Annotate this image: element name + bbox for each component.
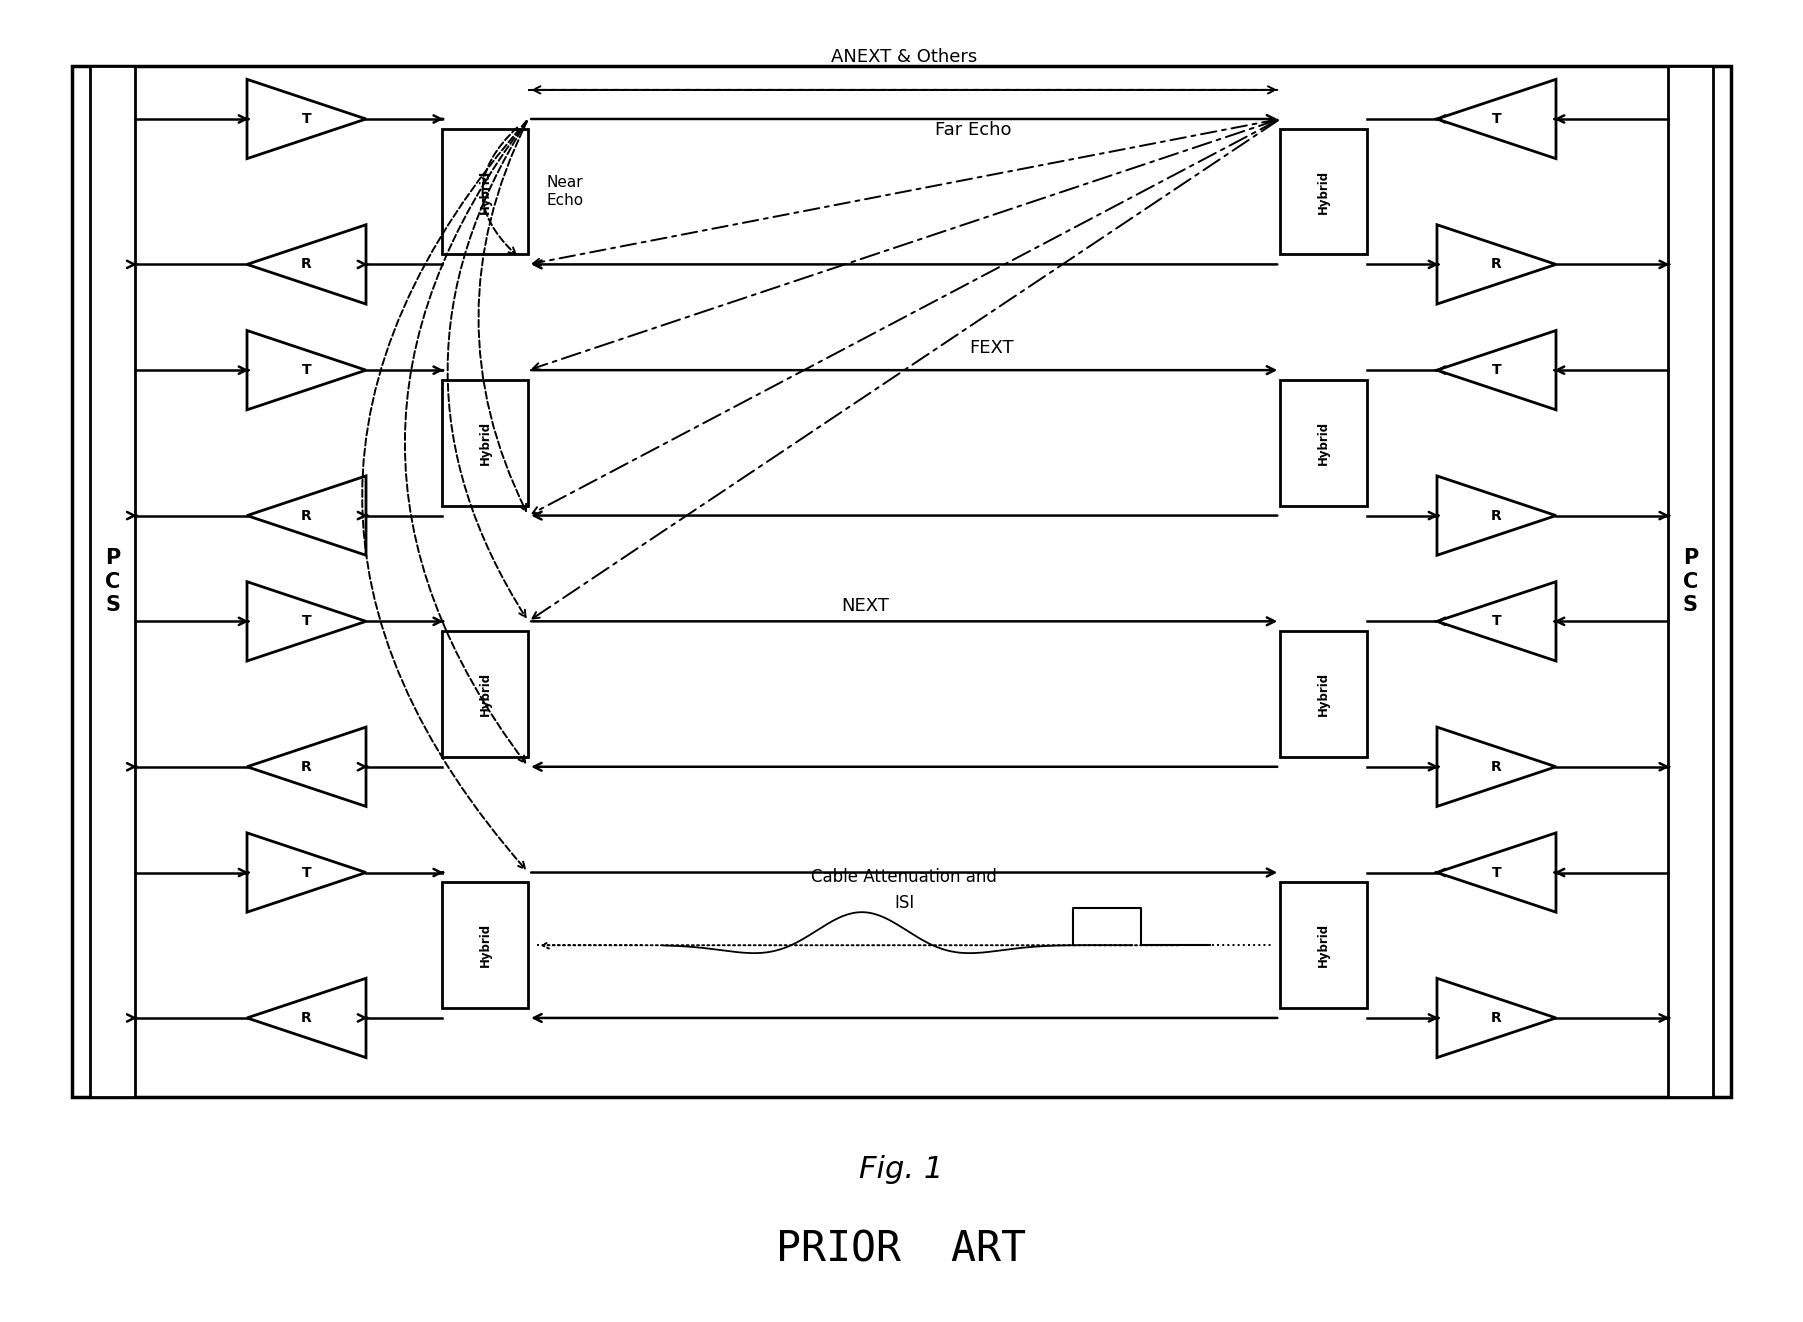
- Text: Hybrid: Hybrid: [1316, 169, 1331, 214]
- Text: Hybrid: Hybrid: [478, 923, 492, 968]
- Bar: [442, 632, 528, 756]
- Polygon shape: [247, 727, 366, 806]
- Polygon shape: [247, 582, 366, 661]
- Text: R: R: [301, 509, 312, 522]
- Polygon shape: [247, 330, 366, 410]
- Text: R: R: [301, 760, 312, 773]
- Text: T: T: [1491, 364, 1502, 377]
- Text: R: R: [301, 1011, 312, 1025]
- Polygon shape: [247, 978, 366, 1058]
- Bar: [1280, 128, 1367, 254]
- Polygon shape: [1437, 79, 1556, 159]
- Bar: [1668, 66, 1713, 1097]
- Text: Hybrid: Hybrid: [1316, 672, 1331, 717]
- Text: T: T: [301, 866, 312, 879]
- Bar: [90, 66, 135, 1097]
- Polygon shape: [1437, 978, 1556, 1058]
- Text: T: T: [301, 364, 312, 377]
- Polygon shape: [247, 833, 366, 912]
- Text: R: R: [1491, 258, 1502, 271]
- Text: R: R: [301, 258, 312, 271]
- Polygon shape: [1437, 330, 1556, 410]
- Text: Far Echo: Far Echo: [936, 120, 1011, 139]
- Bar: [1280, 883, 1367, 1007]
- Polygon shape: [1437, 476, 1556, 555]
- Text: R: R: [1491, 1011, 1502, 1025]
- Bar: [72, 66, 1731, 1097]
- Bar: [442, 381, 528, 505]
- Text: R: R: [1491, 509, 1502, 522]
- Polygon shape: [247, 225, 366, 304]
- Polygon shape: [247, 476, 366, 555]
- Polygon shape: [1437, 225, 1556, 304]
- Text: T: T: [301, 112, 312, 126]
- Text: Hybrid: Hybrid: [478, 672, 492, 717]
- Text: Hybrid: Hybrid: [1316, 923, 1331, 968]
- Polygon shape: [1437, 582, 1556, 661]
- Bar: [442, 883, 528, 1007]
- Text: NEXT: NEXT: [842, 596, 889, 615]
- Text: Hybrid: Hybrid: [1316, 420, 1331, 465]
- Text: FEXT: FEXT: [970, 338, 1013, 357]
- Text: P
C
S: P C S: [105, 549, 121, 615]
- Text: ANEXT & Others: ANEXT & Others: [831, 48, 977, 66]
- Text: Cable Attenuation and: Cable Attenuation and: [811, 867, 997, 886]
- Bar: [1280, 381, 1367, 505]
- Text: PRIOR  ART: PRIOR ART: [777, 1228, 1026, 1270]
- Text: T: T: [1491, 112, 1502, 126]
- Bar: [442, 128, 528, 254]
- Text: Hybrid: Hybrid: [478, 420, 492, 465]
- Polygon shape: [247, 79, 366, 159]
- Text: Hybrid: Hybrid: [478, 169, 492, 214]
- Text: R: R: [1491, 760, 1502, 773]
- Text: Near
Echo: Near Echo: [546, 176, 584, 208]
- Bar: [1280, 632, 1367, 756]
- Text: P
C
S: P C S: [1682, 549, 1698, 615]
- Text: T: T: [1491, 615, 1502, 628]
- Polygon shape: [1437, 833, 1556, 912]
- Text: T: T: [1491, 866, 1502, 879]
- Text: T: T: [301, 615, 312, 628]
- Text: ISI: ISI: [894, 894, 914, 912]
- Text: Fig. 1: Fig. 1: [860, 1155, 943, 1185]
- Polygon shape: [1437, 727, 1556, 806]
